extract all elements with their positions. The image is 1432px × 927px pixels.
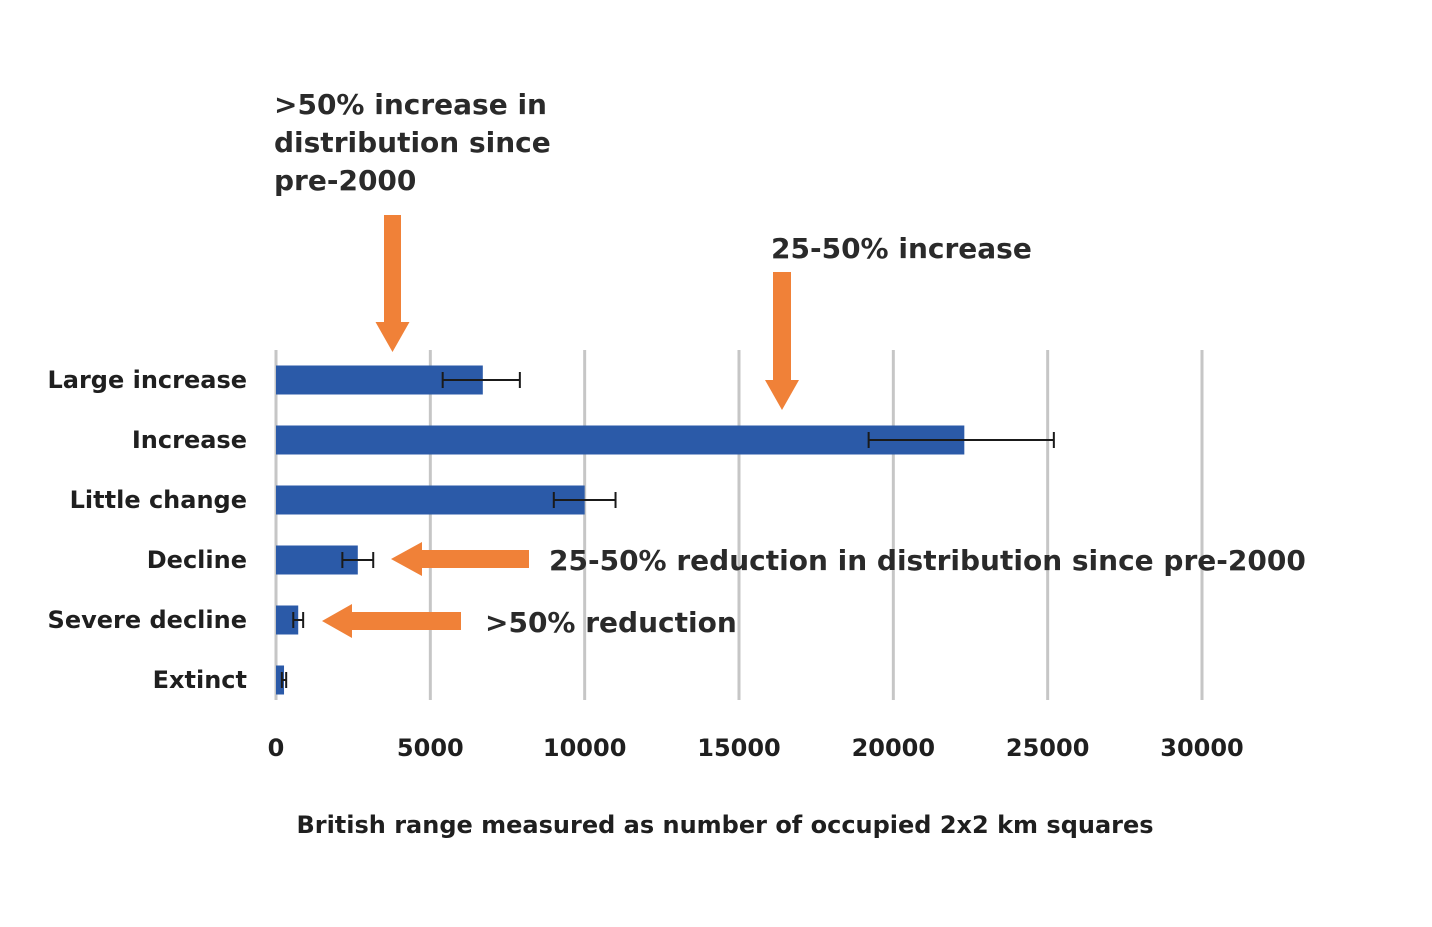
x-tick-label-20000: 20000 [852,734,936,762]
category-label-large-increase: Large increase [47,366,247,394]
category-label-little-change: Little change [70,486,247,514]
x-tick-labels: 0 5000 10000 15000 20000 25000 30000 [268,734,1244,762]
increase-note-text: 25-50% increase [771,232,1032,265]
category-label-decline: Decline [147,546,247,574]
decline-note-arrow [391,542,529,576]
x-tick-label-25000: 25000 [1006,734,1090,762]
large-increase-note-line-1: >50% increase in [274,88,547,121]
large-increase-note-line-2: distribution since [274,126,551,159]
decline-note-text: 25-50% reduction in distribution since p… [549,544,1306,577]
error-bar-large-increase [441,372,521,388]
severe-decline-note: >50% reduction [322,604,737,639]
category-label-increase: Increase [132,426,247,454]
category-label-extinct: Extinct [153,666,247,694]
category-label-severe-decline: Severe decline [48,606,247,634]
x-tick-label-5000: 5000 [397,734,464,762]
x-tick-label-15000: 15000 [697,734,781,762]
severe-decline-note-line-1: >50% reduction [485,606,737,639]
error-bar-increase [867,432,1055,448]
error-bar-little-change [552,492,617,508]
bar-extinct [276,665,285,695]
decline-note-line-1: 25-50% reduction in distribution since p… [549,544,1306,577]
error-bars [280,372,1055,688]
annotations: >50% increase in distribution since pre-20… [274,88,1306,639]
severe-decline-note-text: >50% reduction [485,606,737,639]
large-increase-note: >50% increase in distribution since pre-20… [274,88,551,352]
large-increase-note-text: >50% increase in distribution since pre-20… [274,88,551,197]
bars [276,365,965,695]
category-labels: Large increase Increase Little change Decli… [47,366,247,694]
x-tick-label-0: 0 [268,734,285,762]
large-increase-note-line-3: pre-2000 [274,164,416,197]
bar-increase [276,425,965,455]
grid-lines [274,350,1204,700]
error-bar-decline [341,552,375,568]
x-axis-title: British range measured as number of occu… [296,811,1153,839]
x-tick-label-30000: 30000 [1160,734,1244,762]
error-bar-extinct [280,672,288,688]
increase-note-arrow [765,272,799,410]
severe-decline-note-arrow [322,604,461,638]
large-increase-note-arrow [375,215,410,352]
increase-note-line-1: 25-50% increase [771,232,1032,265]
increase-note: 25-50% increase [765,232,1032,410]
bar-little-change [276,485,585,515]
x-tick-label-10000: 10000 [543,734,627,762]
decline-note: 25-50% reduction in distribution since p… [391,542,1306,577]
error-bar-severe-decline [292,612,305,628]
